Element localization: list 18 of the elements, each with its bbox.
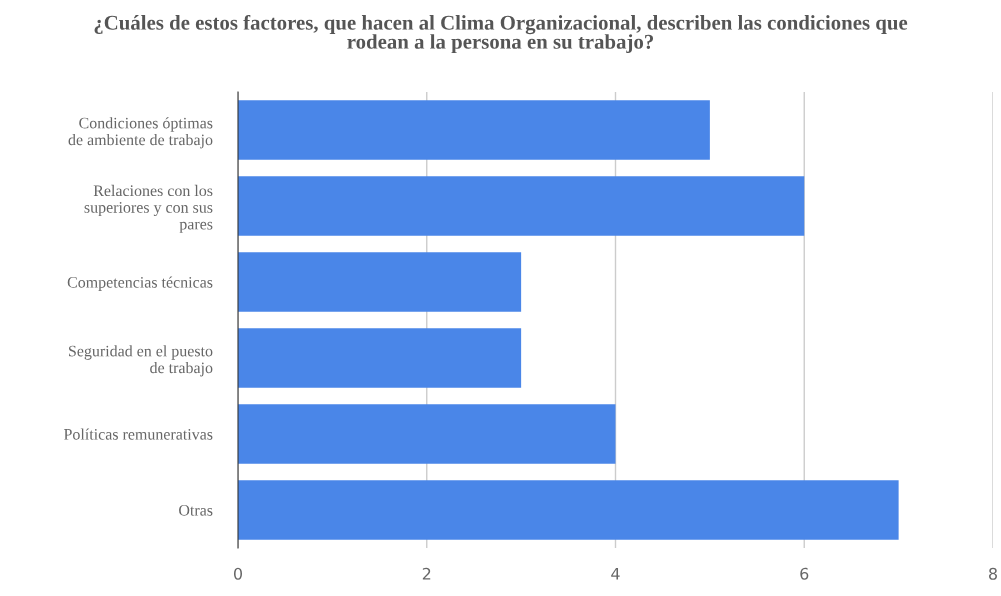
bar: [238, 252, 522, 312]
y-tick-label: Seguridad en el puesto de trabajo: [69, 345, 213, 377]
y-tick-label: Políticas remunerativas: [63, 428, 213, 440]
y-tick-label: Condiciones óptimas de ambiente de trabajo: [68, 117, 213, 149]
y-tick-label: Competencias técnicas: [67, 276, 213, 291]
y-tick-label: Otras: [179, 504, 213, 516]
bar: [238, 100, 710, 160]
x-tick-label: 4: [611, 567, 620, 580]
x-tick-label: 0: [233, 567, 243, 580]
x-tick-label: 2: [422, 567, 431, 580]
bar: [238, 404, 616, 464]
y-tick-label: Relaciones con los superiores y con sus pares: [84, 184, 213, 233]
x-tick-label: 6: [800, 567, 809, 580]
x-tick-label: 8: [989, 567, 997, 580]
bar: [238, 328, 522, 388]
bar: [238, 176, 805, 236]
bar: [238, 480, 899, 540]
chart-title: ¿Cuáles de estos factores, que hacen al Clima Organizacional, describen las condiciones que rodean a la persona en su trabajo?: [94, 14, 908, 54]
